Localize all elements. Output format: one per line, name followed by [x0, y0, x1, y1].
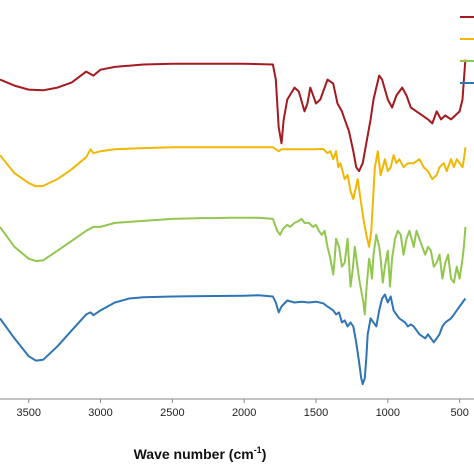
x-axis-ticks: 3500 3000 2500 2000 1500 1000 500 [16, 399, 469, 419]
x-axis-title: Wave number (cm-1) [134, 445, 267, 462]
x-tick-label: 1500 [304, 407, 328, 419]
plot-area [0, 59, 467, 386]
series-line-1 [0, 59, 467, 173]
legend [460, 16, 474, 84]
series-line-3 [0, 216, 467, 316]
x-axis-title-superscript: -1 [254, 445, 262, 455]
series-line-2 [0, 146, 467, 248]
x-tick-label: 2500 [160, 407, 184, 419]
x-axis-title-main: Wave number (cm [134, 446, 254, 462]
series-line-4 [0, 293, 467, 386]
x-tick-label: 3000 [88, 407, 112, 419]
x-tick-label: 1000 [376, 407, 400, 419]
x-tick-label: 500 [450, 407, 468, 419]
x-tick-label: 2000 [232, 407, 256, 419]
x-tick-label: 3500 [16, 407, 40, 419]
x-axis-title-close: ) [262, 446, 267, 462]
